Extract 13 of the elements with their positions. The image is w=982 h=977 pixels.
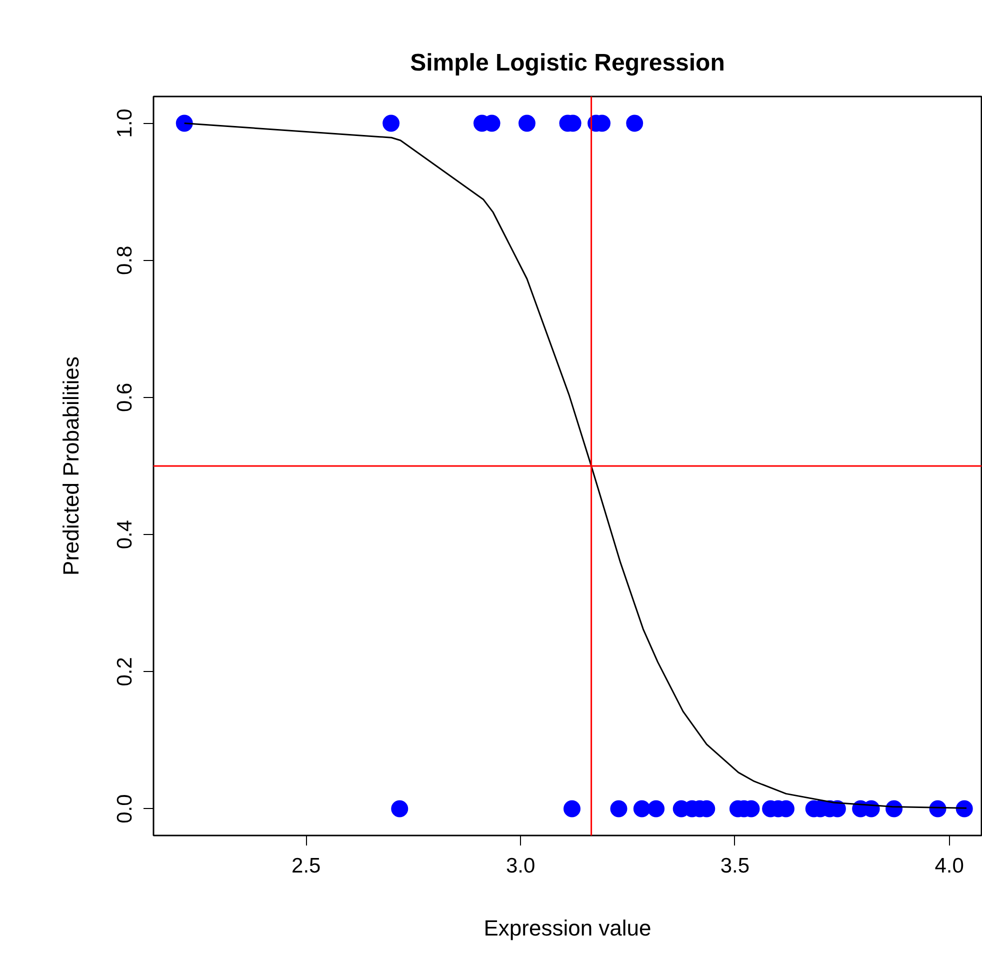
x-axis-title: Expression value xyxy=(484,916,652,940)
x-tick-label: 3.0 xyxy=(506,854,536,878)
x-tick-label: 2.5 xyxy=(292,854,321,878)
x-tick-label: 4.0 xyxy=(934,854,964,878)
y-tick-label: 0.6 xyxy=(114,382,136,412)
y-tick-label: 0.0 xyxy=(114,794,136,824)
y-axis-title: Predicted Probabilities xyxy=(58,356,84,576)
y-tick-label: 0.8 xyxy=(114,246,136,275)
y-tick-label: 0.2 xyxy=(114,657,136,686)
x-tick-label: 3.5 xyxy=(720,854,750,878)
y-tick-label: 0.4 xyxy=(114,520,136,550)
y-tick-label: 1.0 xyxy=(114,108,136,138)
chart-title: Simple Logistic Regression xyxy=(410,50,725,76)
